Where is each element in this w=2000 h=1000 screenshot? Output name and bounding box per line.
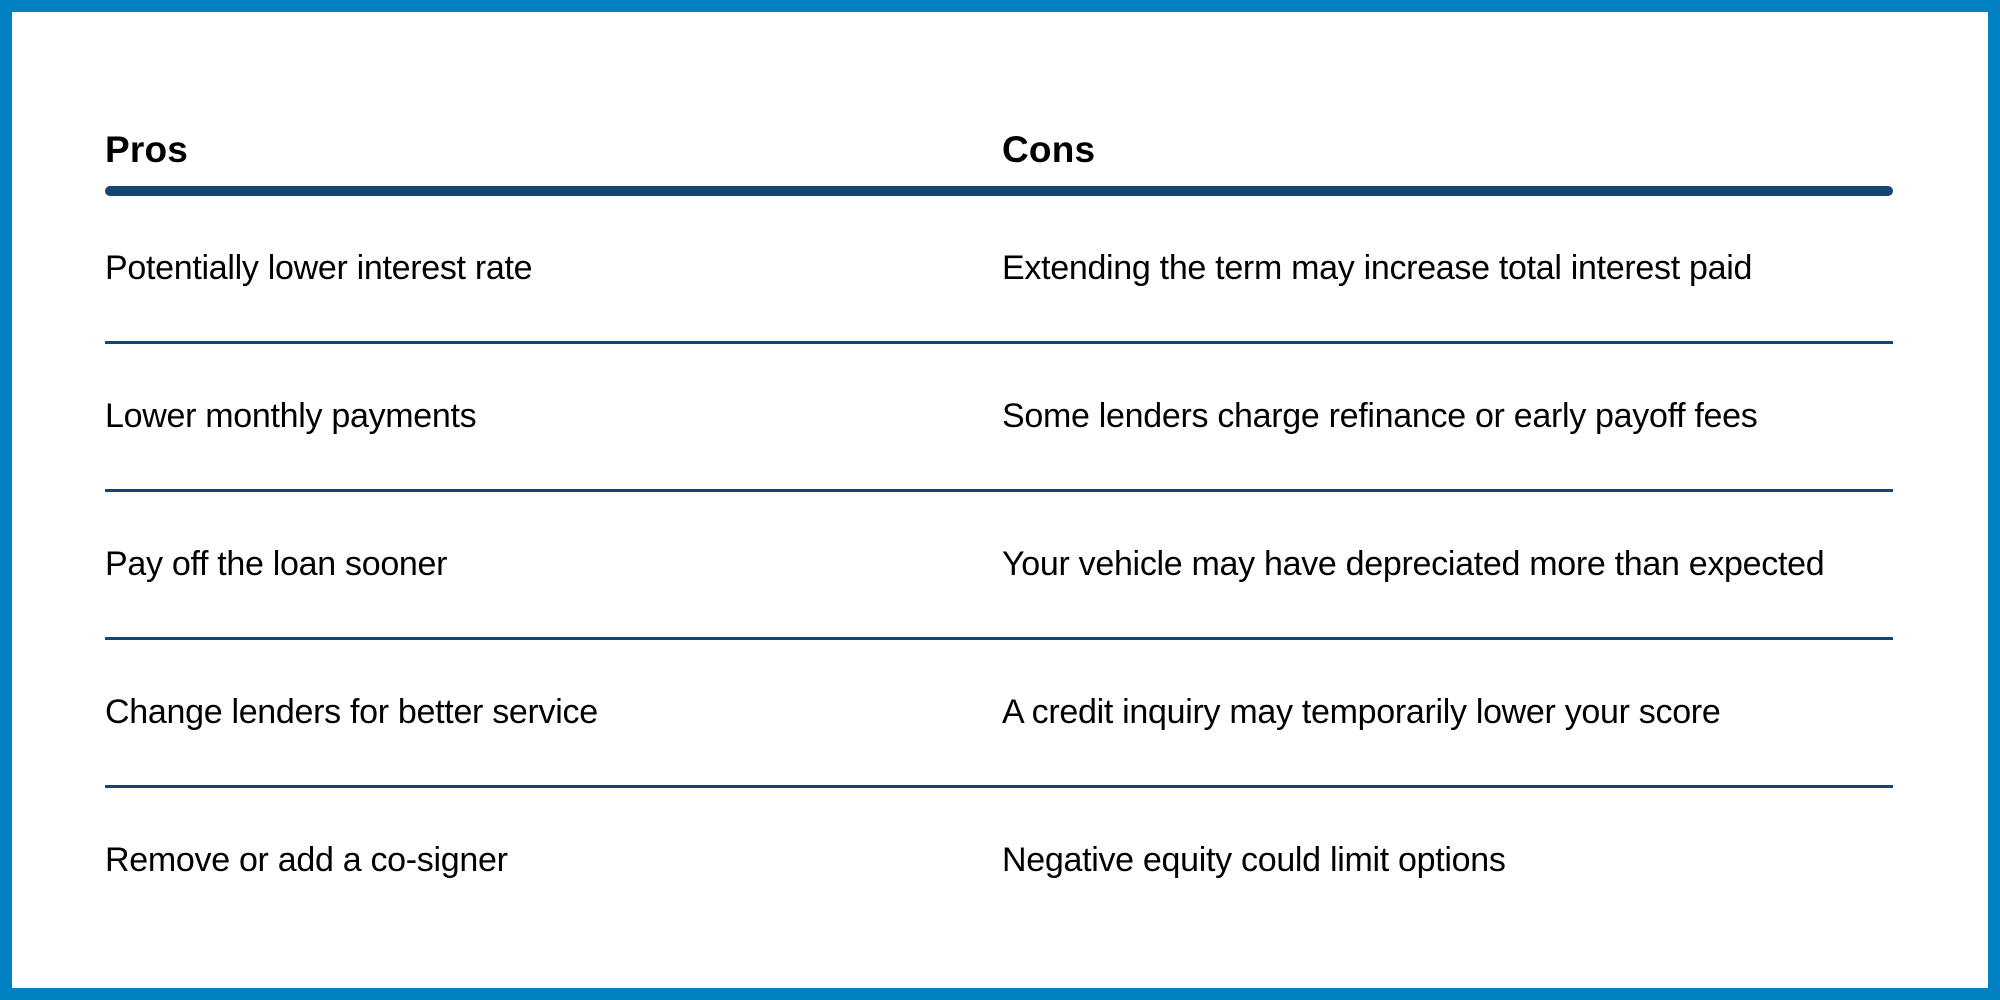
table-row: Potentially lower interest rate Extendin… [105,196,1893,341]
pro-cell: Change lenders for better service [105,693,598,732]
row-divider [105,785,1893,788]
con-cell: Your vehicle may have depreciated more t… [1002,545,1825,584]
pro-cell: Pay off the loan sooner [105,545,448,584]
cons-column-header: Cons [1002,129,1096,170]
con-cell: A credit inquiry may temporarily lower y… [1002,693,1721,732]
row-divider [105,637,1893,640]
row-divider [105,489,1893,492]
con-cell: Negative equity could limit options [1002,841,1506,880]
header-divider-rule [105,186,1893,196]
table-header-row: Pros Cons [105,12,1893,168]
pro-cell: Potentially lower interest rate [105,249,533,288]
pros-cons-table: Pros Cons Potentially lower interest rat… [12,12,1988,988]
pro-cell: Remove or add a co-signer [105,841,508,880]
pros-column-header: Pros [105,129,189,170]
con-cell: Extending the term may increase total in… [1002,249,1753,288]
row-divider [105,341,1893,344]
table-row: Pay off the loan sooner Your vehicle may… [105,492,1893,637]
table-row: Remove or add a co-signer Negative equit… [105,788,1893,933]
table-row: Lower monthly payments Some lenders char… [105,344,1893,489]
table-row: Change lenders for better service A cred… [105,640,1893,785]
pro-cell: Lower monthly payments [105,397,477,436]
con-cell: Some lenders charge refinance or early p… [1002,397,1758,436]
